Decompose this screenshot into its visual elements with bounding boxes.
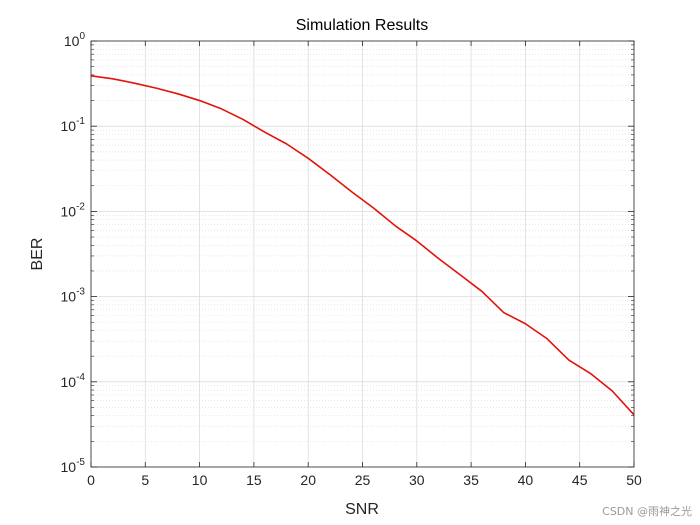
x-tick-label: 50	[626, 472, 642, 488]
y-tick-labels: 100 10-1 10-2 10-3 10-4 10-5	[61, 31, 86, 475]
series-layer	[90, 75, 635, 416]
x-tick-label: 0	[87, 472, 95, 488]
x-tick-labels: 0 5 10 15 20 25 30 35 40 45 50	[87, 472, 642, 488]
x-tick-label: 25	[355, 472, 371, 488]
y-tick-label: 10-1	[61, 116, 86, 134]
watermark: CSDN @雨神之光	[602, 505, 692, 518]
x-tick-label: 5	[141, 472, 149, 488]
y-tick-label: 10-2	[61, 201, 86, 219]
x-axis-label: SNR	[345, 501, 379, 518]
x-tick-label: 20	[300, 472, 316, 488]
x-tick-label: 10	[192, 472, 208, 488]
y-tick-label: 10-5	[61, 457, 86, 475]
y-tick-label: 10-3	[61, 287, 86, 305]
chart-title: Simulation Results	[296, 17, 429, 34]
y-axis-label: BER	[29, 238, 46, 271]
x-tick-label: 30	[409, 472, 425, 488]
y-tick-label: 10-4	[61, 372, 86, 390]
x-tick-label: 45	[572, 472, 588, 488]
x-tick-label: 35	[463, 472, 479, 488]
grid	[90, 40, 635, 468]
series-line-ber	[90, 75, 635, 416]
x-tick-label: 15	[246, 472, 262, 488]
y-tick-label: 100	[64, 31, 86, 49]
x-tick-label: 40	[518, 472, 534, 488]
tick-marks	[90, 40, 635, 468]
